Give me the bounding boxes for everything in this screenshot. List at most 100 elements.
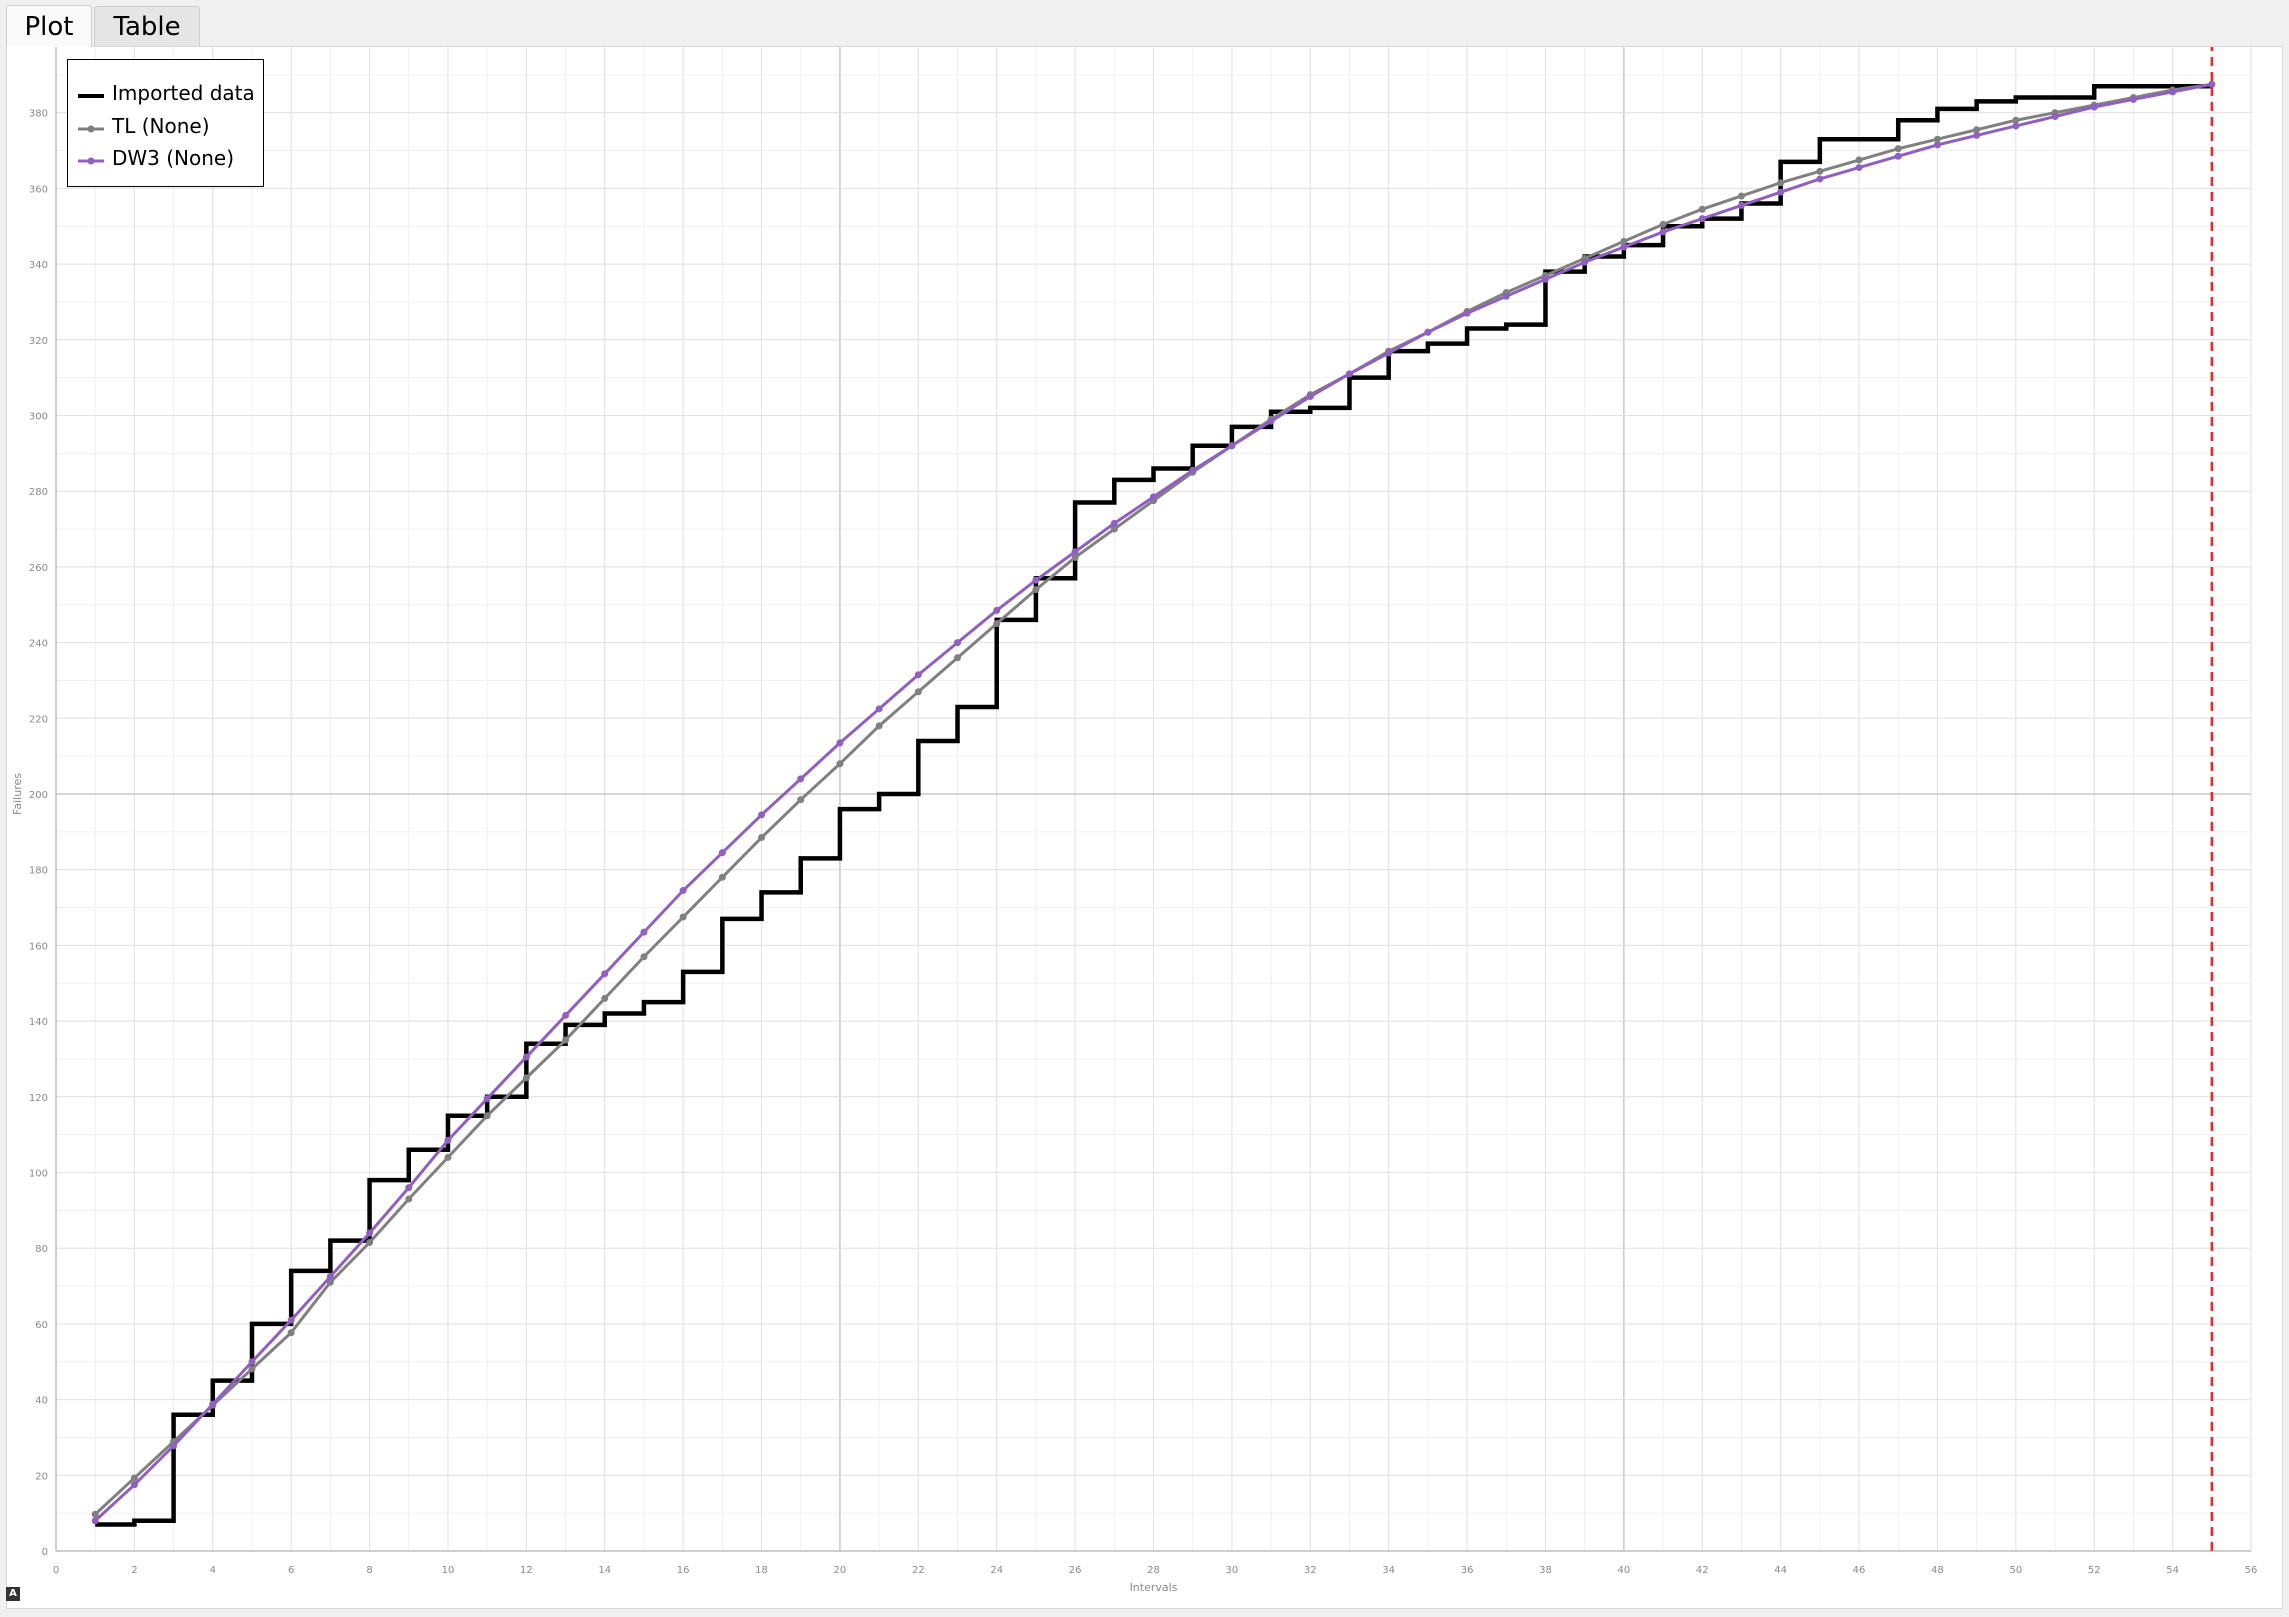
data-point-dw3 [875, 705, 883, 713]
tab-table[interactable]: Table [94, 6, 200, 46]
data-point-tl [1933, 135, 1941, 143]
data-point-dw3 [1894, 152, 1902, 160]
data-point-dw3 [248, 1358, 256, 1366]
y-tick-label: 200 [29, 790, 48, 801]
data-point-tl [91, 1510, 99, 1518]
x-tick-label: 42 [1696, 1565, 1709, 1576]
x-tick-label: 40 [1617, 1565, 1630, 1576]
data-point-dw3 [1345, 370, 1353, 378]
data-point-dw3 [2208, 80, 2216, 88]
data-point-dw3 [1463, 309, 1471, 317]
data-point-tl [522, 1074, 530, 1082]
x-tick-label: 20 [834, 1565, 847, 1576]
data-point-dw3 [679, 887, 687, 895]
x-tick-label: 28 [1147, 1565, 1160, 1576]
x-tick-label: 2 [131, 1565, 137, 1576]
data-point-dw3 [718, 849, 726, 857]
y-tick-label: 20 [35, 1471, 48, 1482]
y-tick-label: 380 [29, 109, 48, 120]
x-tick-label: 0 [53, 1565, 59, 1576]
y-tick-label: 300 [29, 412, 48, 423]
data-point-tl [1698, 205, 1706, 213]
legend-swatch-imported-data [78, 87, 104, 99]
data-point-tl [1071, 553, 1079, 561]
data-point-dw3 [1032, 576, 1040, 584]
data-point-tl [1777, 179, 1785, 187]
data-point-tl [444, 1153, 452, 1161]
data-point-dw3 [1659, 228, 1667, 236]
y-tick-label: 140 [29, 1017, 48, 1028]
data-point-dw3 [1110, 519, 1118, 527]
data-point-dw3 [1385, 349, 1393, 357]
data-point-tl [797, 796, 805, 804]
data-point-dw3 [1581, 258, 1589, 266]
y-tick-label: 100 [29, 1169, 48, 1180]
data-point-dw3 [954, 639, 962, 647]
data-point-dw3 [1228, 442, 1236, 450]
x-tick-label: 34 [1382, 1565, 1395, 1576]
x-tick-label: 22 [912, 1565, 925, 1576]
x-tick-label: 26 [1069, 1565, 1082, 1576]
x-tick-label: 54 [2166, 1565, 2179, 1576]
data-point-tl [679, 913, 687, 921]
data-point-dw3 [2012, 122, 2020, 130]
tab-bar: Plot Table [0, 0, 2289, 47]
x-tick-label: 18 [755, 1565, 768, 1576]
legend-item-tl: TL (None) [78, 111, 258, 141]
data-point-tl [562, 1036, 570, 1044]
y-axis-title: Failures [11, 773, 24, 815]
x-tick-label: 6 [288, 1565, 294, 1576]
x-tick-label: 8 [366, 1565, 372, 1576]
data-point-tl [993, 620, 1001, 628]
data-point-tl [130, 1474, 138, 1482]
data-point-dw3 [1541, 275, 1549, 283]
legend-item-dw3: DW3 (None) [78, 143, 258, 173]
x-tick-label: 14 [598, 1565, 611, 1576]
x-tick-label: 30 [1226, 1565, 1239, 1576]
y-tick-label: 280 [29, 487, 48, 498]
data-point-tl [914, 688, 922, 696]
data-point-tl [836, 760, 844, 768]
data-point-tl [1816, 167, 1824, 175]
data-point-dw3 [1933, 141, 1941, 149]
data-point-dw3 [640, 928, 648, 936]
data-point-tl [718, 873, 726, 881]
data-point-tl [875, 722, 883, 730]
y-tick-label: 180 [29, 866, 48, 877]
data-point-dw3 [483, 1095, 491, 1103]
y-tick-label: 260 [29, 563, 48, 574]
x-tick-label: 38 [1539, 1565, 1552, 1576]
legend-item-imported-data: Imported data [78, 78, 258, 108]
data-point-dw3 [287, 1316, 295, 1324]
data-point-dw3 [1698, 215, 1706, 223]
x-tick-label: 50 [2009, 1565, 2022, 1576]
data-point-dw3 [836, 739, 844, 747]
x-tick-label: 44 [1774, 1565, 1787, 1576]
data-point-tl [1894, 145, 1902, 153]
tab-plot[interactable]: Plot [6, 5, 92, 47]
x-tick-label: 32 [1304, 1565, 1317, 1576]
autoscale-icon[interactable]: A [6, 1587, 20, 1601]
data-point-dw3 [170, 1442, 178, 1450]
data-point-tl [1737, 192, 1745, 200]
x-tick-label: 10 [442, 1565, 455, 1576]
data-point-dw3 [1855, 164, 1863, 172]
x-tick-label: 4 [210, 1565, 216, 1576]
data-point-dw3 [993, 606, 1001, 614]
x-tick-label: 48 [1931, 1565, 1944, 1576]
series-line-imported-data [95, 83, 2212, 1527]
data-point-tl [1110, 525, 1118, 533]
data-point-dw3 [914, 671, 922, 679]
data-point-dw3 [601, 970, 609, 978]
data-point-dw3 [522, 1053, 530, 1061]
data-point-tl [1620, 237, 1628, 245]
legend-label: Imported data [112, 81, 255, 105]
legend-swatch-dw3 [78, 152, 104, 165]
data-point-dw3 [1267, 417, 1275, 425]
data-point-dw3 [1737, 201, 1745, 209]
data-point-dw3 [1620, 243, 1628, 251]
data-point-tl [1973, 126, 1981, 134]
data-point-tl [640, 953, 648, 961]
x-tick-label: 52 [2088, 1565, 2101, 1576]
data-point-dw3 [797, 775, 805, 783]
